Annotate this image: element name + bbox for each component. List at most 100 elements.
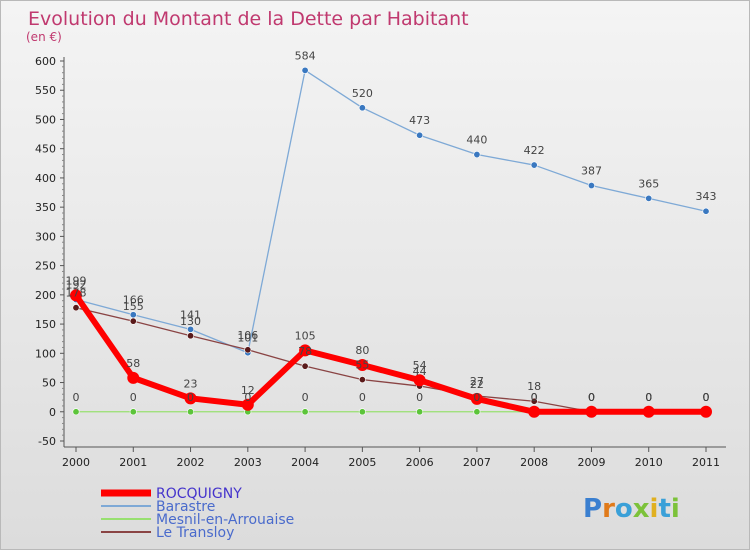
data-point — [127, 371, 140, 384]
data-point — [642, 405, 655, 418]
data-label: 18 — [527, 380, 541, 393]
data-label: 0 — [187, 391, 194, 404]
data-point — [416, 408, 424, 416]
data-point — [528, 405, 541, 418]
data-label: 58 — [126, 357, 140, 370]
data-label: 44 — [413, 365, 427, 378]
legend-label: Mesnil-en-Arrouaise — [156, 512, 294, 528]
y-tick-label: 550 — [35, 84, 56, 97]
y-tick-label: 500 — [35, 113, 56, 126]
brand-logo: Proxiti — [583, 494, 680, 524]
data-label: 343 — [696, 190, 717, 203]
data-point — [244, 346, 252, 354]
legend-label: Barastre — [156, 499, 215, 515]
y-tick-label: 150 — [35, 318, 56, 331]
data-label: 199 — [66, 274, 87, 287]
x-tick-label: 2011 — [692, 456, 720, 469]
data-point — [413, 374, 426, 387]
y-tick-label: 100 — [35, 347, 56, 360]
data-label: 365 — [638, 177, 659, 190]
y-tick-label: 200 — [35, 289, 56, 302]
data-label: 440 — [466, 134, 487, 147]
y-tick-label: 0 — [49, 406, 56, 419]
data-label: 155 — [123, 300, 144, 313]
data-point — [530, 397, 538, 405]
data-point — [301, 408, 309, 416]
data-label: 0 — [130, 391, 137, 404]
data-label: 0 — [645, 391, 652, 404]
data-point — [700, 405, 712, 418]
y-tick-label: -50 — [38, 435, 56, 448]
x-tick-label: 2009 — [577, 456, 605, 469]
data-point — [184, 392, 197, 405]
series-layer — [70, 66, 712, 418]
data-point — [530, 161, 538, 169]
data-label: 0 — [703, 391, 710, 404]
data-point — [72, 408, 80, 416]
data-label: 0 — [588, 391, 595, 404]
data-label: 192 — [66, 279, 87, 292]
chart-title: Evolution du Montant de la Dette par Hab… — [28, 8, 469, 30]
y-tick-label: 450 — [35, 143, 56, 156]
data-label: 0 — [416, 391, 423, 404]
data-label: 12 — [241, 384, 255, 397]
data-point — [645, 194, 653, 202]
x-tick-label: 2008 — [520, 456, 548, 469]
data-point — [473, 151, 481, 159]
y-tick-label: 250 — [35, 260, 56, 273]
data-point — [299, 344, 312, 357]
axes: -500501001502002503003504004505005506002… — [35, 55, 726, 469]
data-point — [72, 304, 80, 312]
y-tick-label: 350 — [35, 201, 56, 214]
data-point — [187, 408, 195, 416]
data-label: 106 — [237, 329, 258, 342]
chart-unit-label: (en €) — [26, 30, 62, 44]
data-point — [187, 332, 195, 340]
x-tick-label: 2010 — [635, 456, 663, 469]
data-label: 0 — [473, 391, 480, 404]
data-label: 0 — [703, 391, 710, 404]
data-label: 166 — [123, 294, 144, 307]
data-label: 105 — [295, 329, 316, 342]
data-label: 0 — [588, 391, 595, 404]
data-label: 80 — [355, 344, 369, 357]
data-label: 0 — [73, 391, 80, 404]
y-tick-label: 400 — [35, 172, 56, 185]
data-label: 0 — [588, 391, 595, 404]
data-label: 0 — [645, 391, 652, 404]
x-tick-label: 2005 — [348, 456, 376, 469]
y-tick-label: 50 — [42, 377, 56, 390]
data-label: 0 — [359, 391, 366, 404]
data-label: 22 — [470, 378, 484, 391]
data-point — [585, 405, 598, 418]
legend-label: ROCQUIGNY — [156, 486, 242, 502]
data-label: 101 — [237, 332, 258, 345]
data-point — [702, 207, 710, 215]
series-line-le-transloy — [75, 307, 706, 413]
data-point — [129, 408, 137, 416]
data-point — [470, 392, 483, 405]
series-line-barastre — [75, 69, 707, 354]
data-point — [358, 376, 366, 384]
data-label: 422 — [524, 144, 545, 157]
data-label: 520 — [352, 87, 373, 100]
x-tick-label: 2000 — [62, 456, 90, 469]
data-label: 27 — [470, 375, 484, 388]
data-point — [358, 104, 366, 112]
y-tick-label: 600 — [35, 55, 56, 68]
data-point — [301, 66, 309, 74]
data-label: 0 — [244, 391, 251, 404]
series-line-rocquigny — [73, 293, 706, 415]
data-label: 0 — [645, 391, 652, 404]
x-tick-label: 2006 — [406, 456, 434, 469]
x-tick-label: 2001 — [119, 456, 147, 469]
data-point — [416, 131, 424, 139]
data-label: 78 — [298, 345, 312, 358]
x-tick-label: 2002 — [177, 456, 205, 469]
data-point — [70, 289, 82, 302]
x-tick-label: 2003 — [234, 456, 262, 469]
